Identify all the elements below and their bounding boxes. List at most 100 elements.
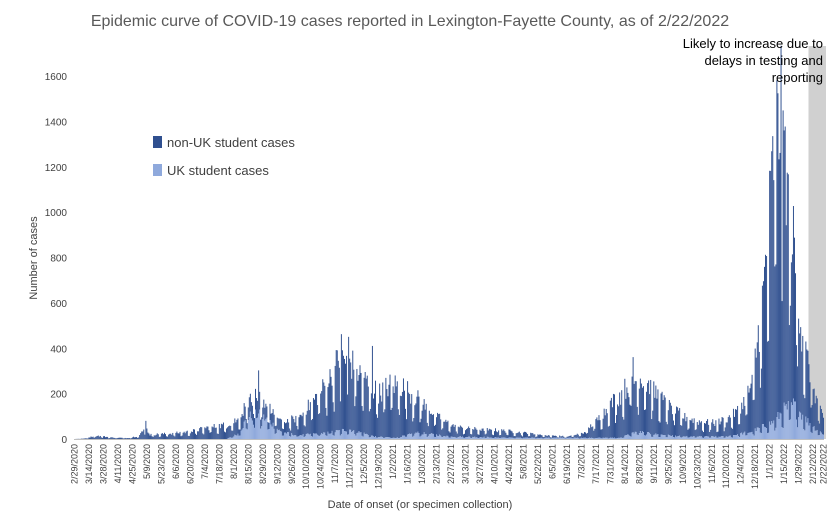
bar-non-uk	[460, 426, 461, 437]
bar-non-uk	[773, 180, 774, 420]
x-tick-label: 11/21/2020	[345, 444, 355, 488]
bar-non-uk	[765, 255, 766, 428]
bar-non-uk	[337, 350, 338, 430]
bar-non-uk	[753, 400, 754, 434]
bar-uk	[593, 438, 594, 439]
bar-uk	[762, 424, 763, 439]
bar-uk	[714, 437, 715, 439]
bar-non-uk	[717, 432, 718, 438]
bar-non-uk	[325, 408, 326, 435]
bar-uk	[324, 433, 325, 439]
bar-uk	[758, 428, 759, 439]
bar-non-uk	[100, 436, 101, 439]
bar-non-uk	[94, 438, 95, 439]
bar-non-uk	[515, 436, 516, 438]
bar-uk	[651, 437, 652, 439]
bar-uk	[590, 438, 591, 439]
bar-uk	[468, 437, 469, 439]
bar-uk	[811, 432, 812, 439]
bar-uk	[547, 438, 548, 439]
bar-uk	[808, 426, 809, 439]
bar-uk	[495, 437, 496, 439]
bar-non-uk	[296, 426, 297, 437]
bar-uk	[313, 433, 314, 439]
bar-non-uk	[290, 431, 291, 437]
bar-non-uk	[557, 437, 558, 438]
bar-non-uk	[477, 434, 478, 438]
bar-uk	[363, 437, 364, 439]
chart-title: Epidemic curve of COVID-19 cases reporte…	[91, 13, 729, 30]
bar-uk	[478, 438, 479, 439]
bar-non-uk	[730, 418, 731, 436]
bar-uk	[777, 412, 778, 439]
bar-uk	[701, 436, 702, 439]
bar-non-uk	[205, 428, 206, 439]
bar-non-uk	[526, 433, 527, 438]
bar-non-uk	[380, 396, 381, 437]
bar-non-uk	[146, 429, 147, 439]
bar-uk	[412, 437, 413, 439]
bar-non-uk	[197, 431, 198, 439]
bar-uk	[348, 434, 349, 439]
bar-uk	[647, 432, 648, 439]
bar-uk	[353, 430, 354, 439]
bar-non-uk	[762, 286, 763, 425]
bar-uk	[583, 438, 584, 439]
bar-non-uk	[214, 424, 215, 439]
bar-non-uk	[277, 418, 278, 429]
y-tick-label: 0	[61, 435, 67, 446]
bar-non-uk	[315, 394, 316, 434]
bar-uk	[796, 420, 797, 439]
bar-non-uk	[503, 429, 504, 437]
x-tick-label: 12/19/2020	[374, 444, 384, 489]
bar-non-uk	[517, 433, 518, 438]
x-tick-label: 10/23/2021	[692, 444, 702, 489]
bar-non-uk	[413, 418, 414, 436]
bar-non-uk	[169, 434, 170, 439]
bar-non-uk	[785, 127, 786, 406]
y-axis-label: Number of cases	[28, 216, 40, 300]
bar-uk	[512, 438, 513, 439]
bar-uk	[450, 438, 451, 439]
bar-uk	[761, 433, 762, 439]
bar-non-uk	[218, 434, 219, 439]
bar-uk	[428, 436, 429, 439]
bar-non-uk	[196, 435, 197, 439]
bar-non-uk	[589, 428, 590, 437]
bar-non-uk	[437, 413, 438, 436]
bar-non-uk	[141, 431, 142, 439]
bar-non-uk	[635, 381, 636, 432]
bar-non-uk	[434, 426, 435, 437]
bar-non-uk	[226, 428, 227, 439]
bar-non-uk	[534, 434, 535, 437]
bar-non-uk	[316, 394, 317, 434]
bar-uk	[427, 437, 428, 439]
bar-non-uk	[707, 419, 708, 436]
bar-non-uk	[204, 427, 205, 439]
bar-non-uk	[250, 394, 251, 412]
bar-non-uk	[262, 408, 263, 420]
bar-uk	[786, 404, 787, 439]
bar-non-uk	[85, 438, 86, 439]
bar-uk	[656, 435, 657, 439]
bar-non-uk	[256, 398, 257, 418]
bar-non-uk	[363, 411, 364, 437]
bar-non-uk	[279, 419, 280, 430]
bar-uk	[433, 434, 434, 439]
bar-uk	[307, 433, 308, 439]
bar-non-uk	[147, 433, 148, 439]
bar-uk	[644, 435, 645, 439]
bar-uk	[474, 437, 475, 439]
bar-non-uk	[514, 436, 515, 438]
bar-uk	[261, 426, 262, 439]
bar-non-uk	[656, 399, 657, 435]
bar-uk	[520, 438, 521, 439]
bar-non-uk	[322, 379, 323, 434]
bar-non-uk	[794, 238, 795, 402]
bar-uk	[238, 436, 239, 439]
bar-non-uk	[607, 413, 608, 438]
bar-non-uk	[361, 373, 362, 432]
bar-non-uk	[396, 386, 397, 438]
bar-uk	[405, 437, 406, 439]
bar-non-uk	[815, 403, 816, 430]
